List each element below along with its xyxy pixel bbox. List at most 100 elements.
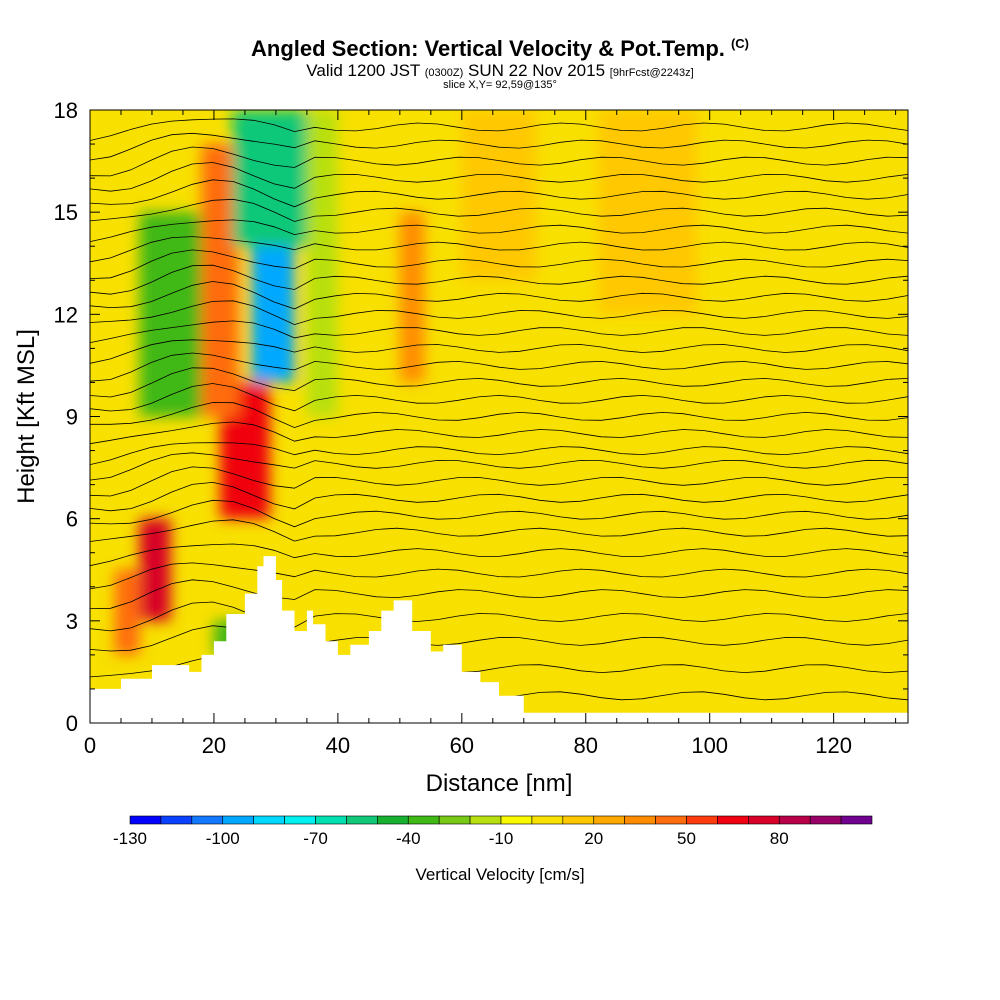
isentrope-line (90, 452, 908, 481)
colorbar-swatch (469, 815, 502, 825)
chart-title-text: Angled Section: Vertical Velocity & Pot.… (251, 36, 725, 61)
isentrope-line (90, 236, 908, 263)
colorbar-tick-label: -70 (303, 829, 328, 848)
colorbar-swatch (562, 815, 595, 825)
isentrope-line (90, 466, 908, 497)
isentrope-line (90, 402, 908, 429)
y-tick-label: 6 (66, 507, 78, 532)
colorbar-swatch (624, 815, 656, 825)
isentrope-line (90, 132, 908, 161)
isentrope-line (90, 264, 908, 295)
isentrope-line (90, 118, 908, 141)
colorbar-tick-label: -100 (206, 829, 240, 848)
y-tick-label: 18 (54, 98, 78, 123)
colorbar-swatch (407, 815, 440, 825)
colorbar-swatch (840, 815, 873, 825)
velocity-cell (139, 212, 202, 417)
valid-utc: (0300Z) (424, 67, 464, 79)
velocity-cell (139, 518, 171, 621)
colorbar-swatch (717, 815, 749, 825)
colorbar-swatch (438, 815, 471, 825)
isentrope-line (90, 179, 908, 208)
isentrope-line (90, 421, 908, 445)
chart-title-unit: (C) (730, 36, 749, 51)
isentrope-line (90, 352, 908, 382)
colorbar-swatch (129, 815, 162, 825)
valid-time-line: Valid 1200 JST (0300Z) SUN 22 Nov 2015 [… (0, 61, 1000, 81)
valid-prefix: Valid 1200 JST (306, 61, 421, 80)
colorbar-swatch (346, 815, 378, 825)
isentrope-line (90, 543, 908, 567)
velocity-cell (399, 212, 425, 383)
isentrope-line (90, 281, 908, 310)
x-tick-label: 60 (450, 733, 474, 758)
isentrope-line (90, 442, 908, 465)
velocity-cell (114, 569, 140, 655)
colorbar-tick-label: -10 (489, 829, 514, 848)
colorbar-swatch (253, 815, 285, 825)
y-tick-label: 0 (66, 711, 78, 736)
y-tick-label: 15 (54, 200, 78, 225)
isentrope-line (90, 339, 908, 364)
terrain (90, 556, 908, 723)
x-tick-label: 0 (84, 733, 96, 758)
field-cells (114, 110, 698, 655)
x-tick-label: 80 (574, 733, 598, 758)
colorbar-swatch (778, 815, 811, 825)
y-tick-label: 12 (54, 302, 78, 327)
colorbar-tick-label: -40 (396, 829, 421, 848)
colorbar-swatch (500, 815, 533, 825)
colorbar-swatch (531, 815, 564, 825)
isentrope-line (90, 499, 908, 528)
x-tick-label: 100 (691, 733, 728, 758)
colorbar-tick-label: 80 (770, 829, 789, 848)
x-tick-label: 120 (815, 733, 852, 758)
velocity-cell (232, 110, 307, 247)
colorbar-tick-label: 50 (677, 829, 696, 848)
isentrope-line (90, 162, 908, 192)
forecast-tag: [9hrFcst@2243z] (609, 67, 694, 79)
colorbar-swatch (377, 815, 409, 825)
x-tick-label: 40 (326, 733, 350, 758)
velocity-cell (461, 110, 537, 281)
colorbar-swatch (315, 815, 347, 825)
colorbar-swatch (160, 815, 193, 825)
isentrope-line (90, 519, 908, 542)
isentrope-line (90, 562, 908, 590)
isentrope-line (90, 579, 908, 609)
colorbar-swatch (284, 815, 316, 825)
x-axis-label: Distance [nm] (426, 770, 573, 797)
isentrope-line (90, 481, 908, 512)
isentrope-line (90, 300, 908, 326)
isentrope-line (90, 249, 908, 279)
x-tick-label: 20 (202, 733, 226, 758)
isentrope-line (90, 320, 908, 343)
y-tick-label: 9 (66, 405, 78, 430)
colorbar-swatch (222, 815, 254, 825)
velocity-cell (306, 110, 338, 417)
valid-date: SUN 22 Nov 2015 (468, 61, 606, 80)
velocity-cell (598, 110, 698, 315)
isentrope-line (90, 367, 908, 398)
colorbar-label: Vertical Velocity [cm/s] (415, 865, 584, 884)
isentrope-line (90, 383, 908, 412)
plot-area (90, 110, 908, 723)
colorbar-tick-label: -130 (113, 829, 147, 848)
isentrope-line (90, 219, 908, 242)
chart-title: Angled Section: Vertical Velocity & Pot.… (0, 36, 1000, 62)
colorbar-swatch (809, 815, 842, 825)
colorbar-swatch (686, 815, 718, 825)
colorbar-swatch (748, 815, 780, 825)
isentrope-line (90, 198, 908, 222)
colorbar-swatch (655, 815, 687, 825)
y-tick-label: 3 (66, 609, 78, 634)
slice-line: slice X,Y= 92,59@135° (443, 79, 557, 91)
isentrope-line (90, 601, 908, 632)
isentrope-line (90, 146, 908, 177)
isentropes (90, 118, 908, 708)
colorbar-swatch (593, 815, 625, 825)
colorbar-tick-label: 20 (584, 829, 603, 848)
colorbar-swatch (191, 815, 224, 825)
y-axis-label: Height [Kft MSL] (13, 329, 40, 504)
